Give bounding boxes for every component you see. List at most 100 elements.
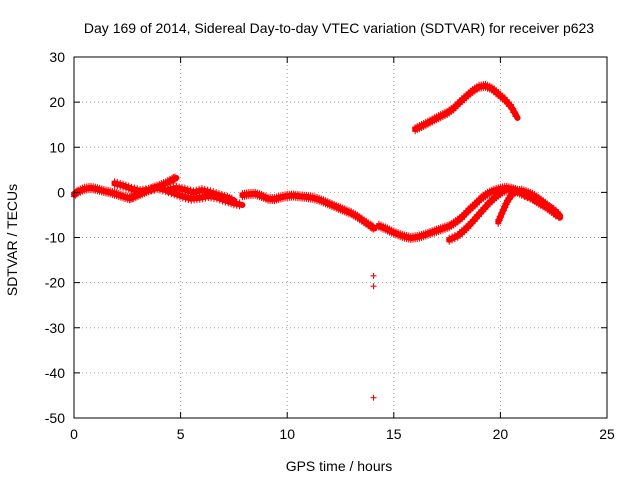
data-point — [521, 193, 528, 200]
data-point — [500, 207, 507, 214]
data-point — [176, 194, 183, 201]
data-point — [128, 187, 135, 194]
y-tick-label: -30 — [45, 320, 65, 336]
data-point — [173, 186, 180, 193]
data-point — [502, 204, 509, 211]
data-point — [239, 202, 246, 209]
x-axis-label: GPS time / hours — [286, 458, 393, 474]
data-point — [111, 182, 118, 189]
series-track-c — [164, 182, 237, 205]
series-track-h — [412, 80, 521, 135]
data-point — [446, 238, 453, 245]
data-point — [185, 196, 192, 203]
data-point — [218, 194, 225, 201]
y-tick-label: -10 — [45, 230, 65, 246]
data-point — [176, 187, 183, 194]
data-point — [510, 191, 517, 198]
data-point — [187, 190, 194, 197]
data-point — [171, 192, 178, 199]
data-point — [499, 210, 506, 217]
data-point — [530, 197, 537, 204]
data-point — [210, 192, 217, 199]
y-axis-label: SDTVAR / TECUs — [4, 184, 20, 296]
data-point — [182, 196, 189, 203]
series-outliers — [370, 272, 377, 401]
data-point — [202, 195, 209, 202]
y-tick-label: -20 — [45, 275, 65, 291]
data-point — [199, 196, 206, 203]
data-point — [221, 195, 228, 202]
data-point — [173, 174, 180, 181]
data-point — [125, 186, 132, 193]
x-tick-label: 0 — [70, 426, 78, 442]
grid-lines — [74, 57, 607, 418]
x-tick-label: 10 — [279, 426, 295, 442]
y-tick-label: 10 — [49, 139, 65, 155]
data-point — [193, 190, 200, 197]
data-point — [198, 189, 205, 196]
data-point — [170, 178, 177, 185]
data-point — [201, 189, 208, 196]
y-tick-label: -50 — [45, 410, 65, 426]
data-point — [154, 186, 161, 193]
data-point — [196, 196, 203, 203]
data-point — [120, 184, 127, 191]
data-point — [495, 220, 502, 227]
data-point — [451, 236, 458, 243]
data-point — [159, 188, 166, 195]
data-point — [156, 187, 163, 194]
series-band — [239, 190, 378, 232]
data-point — [370, 226, 377, 233]
x-tick-label: 5 — [177, 426, 185, 442]
y-tick-label: -40 — [45, 365, 65, 381]
data-point — [230, 197, 237, 204]
data-point — [179, 188, 186, 195]
series-track-d — [239, 188, 378, 233]
x-tick-label: 15 — [386, 426, 402, 442]
data-point — [215, 194, 222, 201]
series-track-g — [495, 185, 564, 227]
data-point — [181, 188, 188, 195]
data-point — [171, 177, 178, 184]
data-point — [370, 394, 377, 401]
data-point — [371, 225, 378, 232]
y-tick-label: 30 — [49, 49, 65, 65]
data-point — [174, 193, 181, 200]
chart-title: Day 169 of 2014, Sidereal Day-to-day VTE… — [84, 20, 594, 36]
y-tick-label: 0 — [57, 184, 65, 200]
data-point — [196, 189, 203, 196]
data-point — [370, 272, 377, 279]
data-point — [167, 188, 174, 195]
data-point — [370, 283, 377, 290]
data-point — [114, 183, 121, 190]
data-point — [496, 217, 503, 224]
data-marks — [71, 80, 564, 401]
data-point — [225, 200, 232, 207]
data-point — [148, 188, 155, 195]
data-point — [169, 178, 176, 185]
data-point — [184, 189, 191, 196]
data-point — [134, 189, 141, 196]
axis-ticks — [73, 56, 608, 419]
data-point — [514, 114, 521, 121]
data-point — [449, 237, 456, 244]
data-point — [170, 187, 177, 194]
y-tick-label: 20 — [49, 94, 65, 110]
data-point — [236, 203, 243, 210]
data-point — [179, 195, 186, 202]
data-point — [131, 188, 138, 195]
data-point — [204, 190, 211, 197]
data-point — [557, 212, 564, 219]
data-point — [190, 191, 197, 198]
data-point — [122, 185, 129, 192]
x-tick-label: 20 — [493, 426, 509, 442]
data-point — [164, 189, 171, 196]
data-point — [117, 183, 124, 190]
data-point — [207, 191, 214, 198]
data-point — [498, 214, 505, 221]
data-point — [233, 202, 240, 209]
data-point — [151, 187, 158, 194]
data-point — [213, 193, 220, 200]
